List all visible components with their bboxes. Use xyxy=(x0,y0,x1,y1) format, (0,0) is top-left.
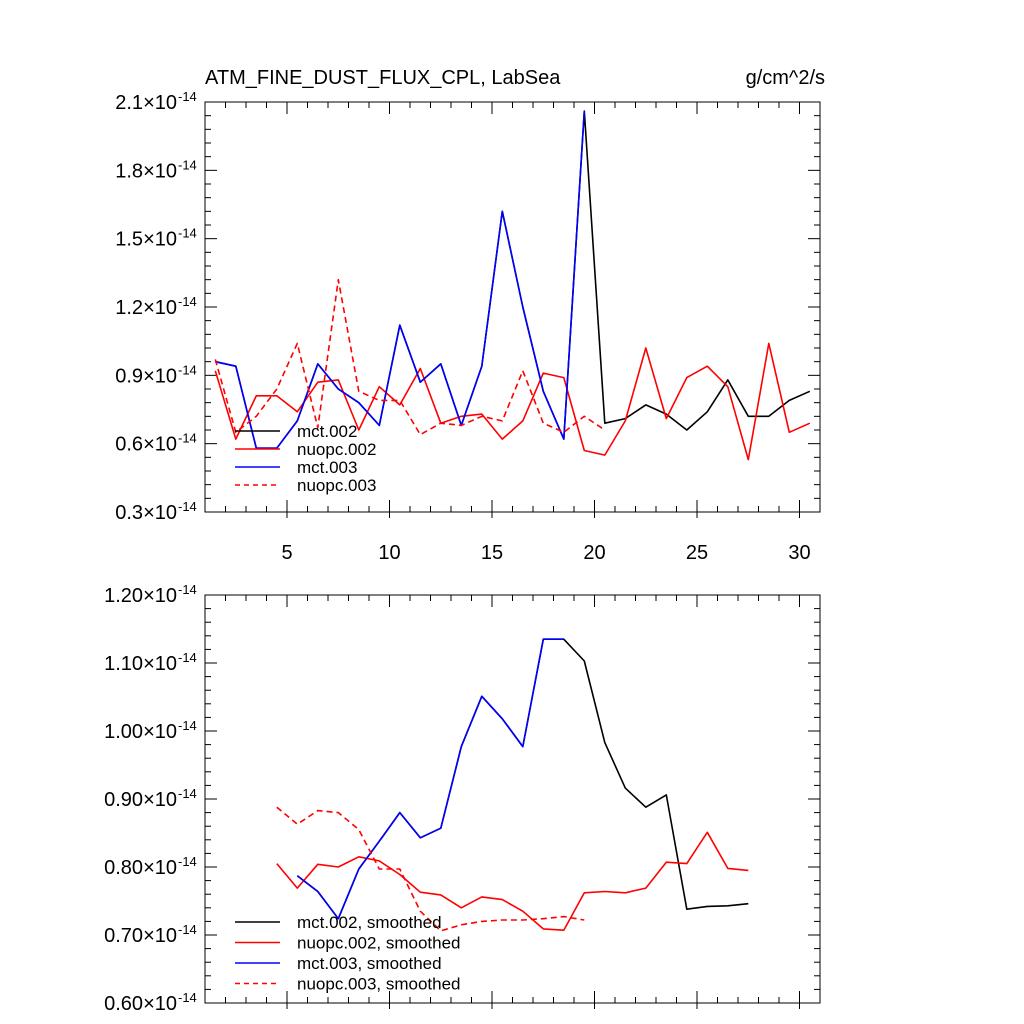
top-x-tick-label: 30 xyxy=(788,542,810,564)
top-y-tick-label: 1.2×10 xyxy=(115,297,177,319)
bottom-y-tick-label: 1.00×10 xyxy=(104,721,177,743)
bottom-y-tick-exponent: -14 xyxy=(178,582,197,597)
bottom-series-line-nuopc-002-smoothed xyxy=(276,831,749,932)
top-y-tick-exponent: -14 xyxy=(178,362,197,377)
bottom-y-tick-exponent: -14 xyxy=(178,854,197,869)
bottom-y-tick-exponent: -14 xyxy=(178,718,197,733)
top-x-tick-label: 5 xyxy=(281,542,292,564)
top-y-tick-label: 1.5×10 xyxy=(115,229,177,251)
top-panel: ATM_FINE_DUST_FLUX_CPL, LabSea g/cm^2/s … xyxy=(115,67,825,564)
bottom-y-tick-exponent: -14 xyxy=(178,650,197,665)
bottom-y-tick-label: 0.80×10 xyxy=(104,857,177,879)
top-y-tick-exponent: -14 xyxy=(178,157,197,172)
bottom-y-tick-label: 0.70×10 xyxy=(104,925,177,947)
bottom-legend-label: nuopc.003, smoothed xyxy=(297,975,461,994)
bottom-series-line-nuopc-003-smoothed xyxy=(276,806,585,932)
bottom-panel: 0.60×10 -140.70×10 -140.80×10 -140.90×10 -14… xyxy=(104,582,821,1015)
top-legend-label: mct.002 xyxy=(297,422,357,441)
bottom-y-tick-exponent: -14 xyxy=(178,922,197,937)
top-y-tick-label: 0.6×10 xyxy=(115,434,177,456)
top-y-tick-label: 2.1×10 xyxy=(115,92,177,114)
top-x-tick-label: 20 xyxy=(583,542,605,564)
top-legend-label: nuopc.002 xyxy=(297,440,376,459)
top-legend-label: mct.003 xyxy=(297,458,357,477)
top-chart-title: ATM_FINE_DUST_FLUX_CPL, LabSea xyxy=(205,67,561,89)
top-y-tick-exponent: -14 xyxy=(178,89,197,104)
bottom-y-tick-label: 1.10×10 xyxy=(104,653,177,675)
top-x-tick-label: 10 xyxy=(378,542,400,564)
bottom-legend-label: nuopc.002, smoothed xyxy=(297,934,461,953)
top-y-tick-exponent: -14 xyxy=(178,226,197,241)
bottom-series-line-mct-003-smoothed xyxy=(296,638,564,920)
top-y-tick-label: 0.9×10 xyxy=(115,365,177,387)
bottom-y-tick-exponent: -14 xyxy=(178,990,197,1005)
top-y-tick-exponent: -14 xyxy=(178,499,197,514)
top-chart-units: g/cm^2/s xyxy=(746,67,825,89)
bottom-series-line-mct-002-smoothed xyxy=(296,638,749,920)
top-series-group xyxy=(214,110,811,461)
bottom-y-tick-exponent: -14 xyxy=(178,786,197,801)
bottom-y-tick-label: 0.60×10 xyxy=(104,993,177,1015)
bottom-y-tick-label: 0.90×10 xyxy=(104,789,177,811)
top-series-line-nuopc-003 xyxy=(214,278,606,436)
bottom-y-ticks: 0.60×10 -140.70×10 -140.80×10 -140.90×10 -14… xyxy=(104,582,820,1015)
bottom-series-group xyxy=(276,638,749,932)
bottom-legend: mct.002, smoothed nuopc.002, smoothedmct.… xyxy=(235,913,461,994)
bottom-y-tick-label: 1.20×10 xyxy=(104,585,177,607)
top-legend-label: nuopc.003 xyxy=(297,476,376,495)
bottom-legend-label: mct.002, smoothed xyxy=(297,913,442,932)
top-x-tick-label: 25 xyxy=(686,542,708,564)
bottom-x-ticks xyxy=(286,595,800,1009)
top-series-line-nuopc-002 xyxy=(214,342,811,461)
bottom-legend-label: mct.003, smoothed xyxy=(297,954,442,973)
top-x-tick-label: 15 xyxy=(481,542,503,564)
top-y-tick-label: 0.3×10 xyxy=(115,502,177,524)
top-y-ticks: 0.3×10 -140.6×10 -140.9×10 -141.2×10 -141.5×… xyxy=(115,89,820,524)
top-x-ticks: 5 10 15 20 25 30 xyxy=(281,102,811,564)
top-y-tick-exponent: -14 xyxy=(178,431,197,446)
top-y-tick-exponent: -14 xyxy=(178,294,197,309)
top-minor-ticks xyxy=(205,102,820,512)
top-y-tick-label: 1.8×10 xyxy=(115,160,177,182)
bottom-minor-ticks xyxy=(205,595,820,1003)
